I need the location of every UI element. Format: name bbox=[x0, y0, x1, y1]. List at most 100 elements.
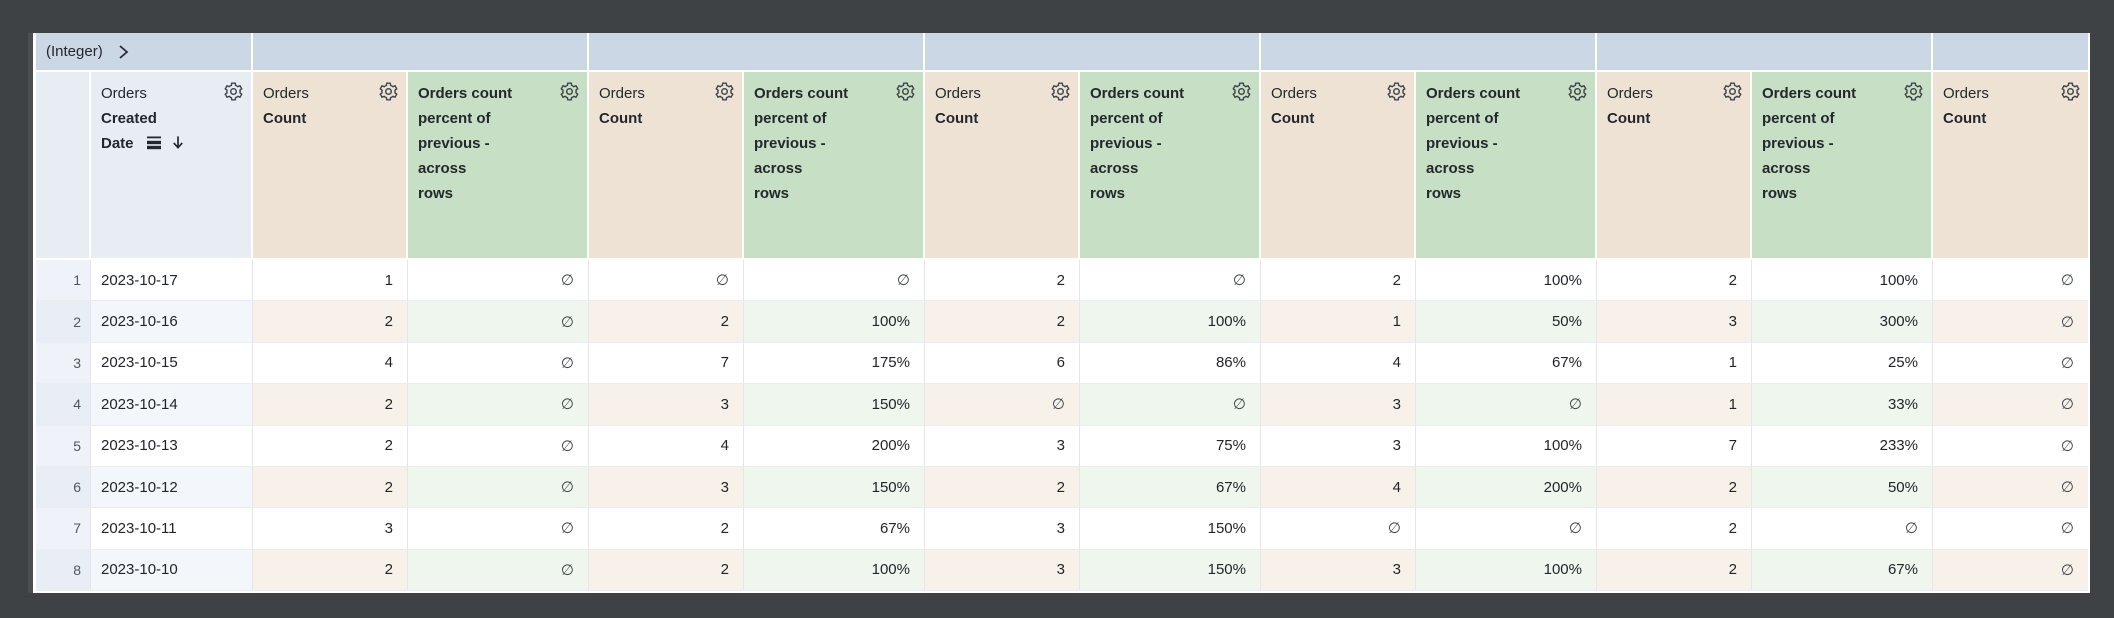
gear-icon[interactable] bbox=[714, 81, 735, 102]
percent-of-previous-cell[interactable]: 50% bbox=[1752, 466, 1933, 509]
date-cell[interactable]: 2023-10-13 bbox=[91, 425, 253, 467]
percent-of-previous-cell[interactable]: ∅ bbox=[1416, 384, 1597, 426]
orders-count-cell[interactable]: 2 bbox=[1597, 260, 1752, 302]
percent-of-previous-cell[interactable]: 150% bbox=[1080, 549, 1261, 591]
gear-icon[interactable] bbox=[1231, 81, 1252, 102]
percent-of-previous-cell[interactable]: 100% bbox=[1416, 260, 1597, 302]
chevron-right-icon[interactable] bbox=[117, 44, 129, 60]
percent-of-previous-column-header[interactable]: Orders count percent of previous - across ro… bbox=[1752, 72, 1933, 258]
pivot-group-header[interactable] bbox=[1933, 33, 2088, 70]
gear-icon[interactable] bbox=[1903, 81, 1924, 102]
gear-icon[interactable] bbox=[1386, 81, 1407, 102]
orders-count-cell[interactable]: 2 bbox=[589, 301, 744, 343]
percent-of-previous-cell[interactable]: 100% bbox=[1416, 549, 1597, 591]
percent-of-previous-cell[interactable]: 150% bbox=[744, 384, 925, 426]
orders-count-cell[interactable]: 2 bbox=[925, 260, 1080, 302]
orders-count-column-header[interactable]: Orders Count bbox=[1261, 72, 1416, 258]
orders-count-cell[interactable]: ∅ bbox=[1261, 508, 1416, 550]
percent-of-previous-cell[interactable]: 67% bbox=[1080, 466, 1261, 509]
orders-count-cell[interactable]: 3 bbox=[589, 466, 744, 509]
orders-count-cell[interactable]: 2 bbox=[253, 384, 408, 426]
gear-icon[interactable] bbox=[223, 81, 244, 102]
orders-count-cell[interactable]: 3 bbox=[925, 508, 1080, 550]
gear-icon[interactable] bbox=[559, 81, 580, 102]
percent-of-previous-cell[interactable]: 150% bbox=[744, 466, 925, 509]
percent-of-previous-cell[interactable]: 100% bbox=[744, 549, 925, 591]
orders-count-cell[interactable]: ∅ bbox=[925, 384, 1080, 426]
percent-of-previous-cell[interactable]: 150% bbox=[1080, 508, 1261, 550]
pivot-field-label-cell[interactable]: (Integer) bbox=[36, 33, 253, 70]
percent-of-previous-cell[interactable]: 25% bbox=[1752, 342, 1933, 385]
percent-of-previous-cell[interactable]: ∅ bbox=[408, 384, 589, 426]
date-cell[interactable]: 2023-10-11 bbox=[91, 508, 253, 550]
orders-count-cell[interactable]: 3 bbox=[1597, 301, 1752, 343]
percent-of-previous-cell[interactable]: 100% bbox=[1752, 260, 1933, 302]
orders-count-cell[interactable]: ∅ bbox=[1933, 342, 2088, 385]
pivot-group-header[interactable] bbox=[589, 33, 925, 70]
orders-count-cell[interactable]: 2 bbox=[253, 425, 408, 467]
orders-count-cell[interactable]: ∅ bbox=[1933, 384, 2088, 426]
gear-icon[interactable] bbox=[1722, 81, 1743, 102]
orders-count-cell[interactable]: 3 bbox=[253, 508, 408, 550]
gear-icon[interactable] bbox=[378, 81, 399, 102]
percent-of-previous-cell[interactable]: ∅ bbox=[1752, 508, 1933, 550]
orders-count-cell[interactable]: 2 bbox=[1597, 549, 1752, 591]
pivot-group-header[interactable] bbox=[1597, 33, 1933, 70]
percent-of-previous-cell[interactable]: 75% bbox=[1080, 425, 1261, 467]
pivot-group-header[interactable] bbox=[925, 33, 1261, 70]
date-cell[interactable]: 2023-10-15 bbox=[91, 342, 253, 385]
percent-of-previous-cell[interactable]: 100% bbox=[744, 301, 925, 343]
percent-of-previous-cell[interactable]: ∅ bbox=[408, 260, 589, 302]
orders-count-cell[interactable]: 7 bbox=[589, 342, 744, 385]
arrow-down-icon[interactable] bbox=[170, 135, 186, 150]
percent-of-previous-cell[interactable]: 67% bbox=[1416, 342, 1597, 385]
orders-count-cell[interactable]: ∅ bbox=[1933, 466, 2088, 509]
orders-count-column-header[interactable]: Orders Count bbox=[925, 72, 1080, 258]
orders-count-column-header[interactable]: Orders Count bbox=[589, 72, 744, 258]
orders-count-cell[interactable]: 1 bbox=[1261, 301, 1416, 343]
orders-count-cell[interactable]: 1 bbox=[253, 260, 408, 302]
percent-of-previous-cell[interactable]: 50% bbox=[1416, 301, 1597, 343]
orders-count-cell[interactable]: 2 bbox=[253, 466, 408, 509]
gear-icon[interactable] bbox=[895, 81, 916, 102]
orders-count-cell[interactable]: 2 bbox=[589, 508, 744, 550]
orders-count-cell[interactable]: 3 bbox=[1261, 425, 1416, 467]
orders-count-cell[interactable]: ∅ bbox=[1933, 508, 2088, 550]
orders-count-cell[interactable]: 2 bbox=[253, 301, 408, 343]
orders-count-cell[interactable]: 4 bbox=[1261, 342, 1416, 385]
orders-count-cell[interactable]: 1 bbox=[1597, 384, 1752, 426]
orders-count-cell[interactable]: 1 bbox=[1597, 342, 1752, 385]
percent-of-previous-cell[interactable]: 86% bbox=[1080, 342, 1261, 385]
gear-icon[interactable] bbox=[1567, 81, 1588, 102]
percent-of-previous-cell[interactable]: ∅ bbox=[744, 260, 925, 302]
orders-count-cell[interactable]: ∅ bbox=[589, 260, 744, 302]
orders-count-column-header[interactable]: Orders Count bbox=[1597, 72, 1752, 258]
percent-of-previous-column-header[interactable]: Orders count percent of previous - across ro… bbox=[1080, 72, 1261, 258]
percent-of-previous-column-header[interactable]: Orders count percent of previous - across ro… bbox=[408, 72, 589, 258]
percent-of-previous-cell[interactable]: 100% bbox=[1416, 425, 1597, 467]
percent-of-previous-cell[interactable]: 67% bbox=[1752, 549, 1933, 591]
orders-count-cell[interactable]: 2 bbox=[1261, 260, 1416, 302]
orders-count-cell[interactable]: 2 bbox=[1597, 508, 1752, 550]
percent-of-previous-cell[interactable]: ∅ bbox=[408, 549, 589, 591]
percent-of-previous-column-header[interactable]: Orders count percent of previous - across ro… bbox=[744, 72, 925, 258]
orders-count-cell[interactable]: 2 bbox=[253, 549, 408, 591]
orders-count-cell[interactable]: 2 bbox=[589, 549, 744, 591]
orders-count-cell[interactable]: ∅ bbox=[1933, 549, 2088, 591]
orders-count-cell[interactable]: 2 bbox=[925, 301, 1080, 343]
pivot-group-header[interactable] bbox=[1261, 33, 1597, 70]
percent-of-previous-cell[interactable]: 300% bbox=[1752, 301, 1933, 343]
orders-count-cell[interactable]: 3 bbox=[925, 425, 1080, 467]
date-cell[interactable]: 2023-10-17 bbox=[91, 260, 253, 302]
gear-icon[interactable] bbox=[1050, 81, 1071, 102]
percent-of-previous-cell[interactable]: 175% bbox=[744, 342, 925, 385]
percent-of-previous-cell[interactable]: 100% bbox=[1080, 301, 1261, 343]
date-cell[interactable]: 2023-10-10 bbox=[91, 549, 253, 591]
orders-count-column-header[interactable]: Orders Count bbox=[1933, 72, 2088, 258]
created-date-column-header[interactable]: Orders Created Date bbox=[91, 72, 253, 258]
orders-count-cell[interactable]: 3 bbox=[589, 384, 744, 426]
orders-count-cell[interactable]: 4 bbox=[253, 342, 408, 385]
date-cell[interactable]: 2023-10-12 bbox=[91, 466, 253, 509]
date-cell[interactable]: 2023-10-14 bbox=[91, 384, 253, 426]
percent-of-previous-cell[interactable]: ∅ bbox=[1080, 260, 1261, 302]
